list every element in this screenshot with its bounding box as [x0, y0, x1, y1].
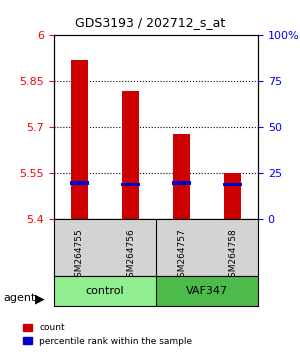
- Text: GDS3193 / 202712_s_at: GDS3193 / 202712_s_at: [75, 17, 225, 29]
- Text: GSM264755: GSM264755: [75, 228, 84, 283]
- FancyBboxPatch shape: [54, 276, 156, 306]
- Bar: [70, 181, 89, 184]
- Bar: [172, 133, 190, 219]
- Text: GSM264756: GSM264756: [126, 228, 135, 283]
- Text: control: control: [86, 286, 124, 296]
- Text: GSM264758: GSM264758: [228, 228, 237, 283]
- Text: agent: agent: [3, 293, 35, 303]
- Legend: count, percentile rank within the sample: count, percentile rank within the sample: [20, 320, 196, 349]
- Text: ▶: ▶: [34, 292, 44, 305]
- Bar: [172, 181, 191, 184]
- Bar: [223, 183, 242, 186]
- Bar: [224, 173, 242, 219]
- FancyBboxPatch shape: [156, 276, 258, 306]
- Bar: [122, 91, 140, 219]
- Text: GSM264757: GSM264757: [177, 228, 186, 283]
- Text: VAF347: VAF347: [186, 286, 228, 296]
- Bar: [70, 60, 88, 219]
- Bar: [121, 183, 140, 186]
